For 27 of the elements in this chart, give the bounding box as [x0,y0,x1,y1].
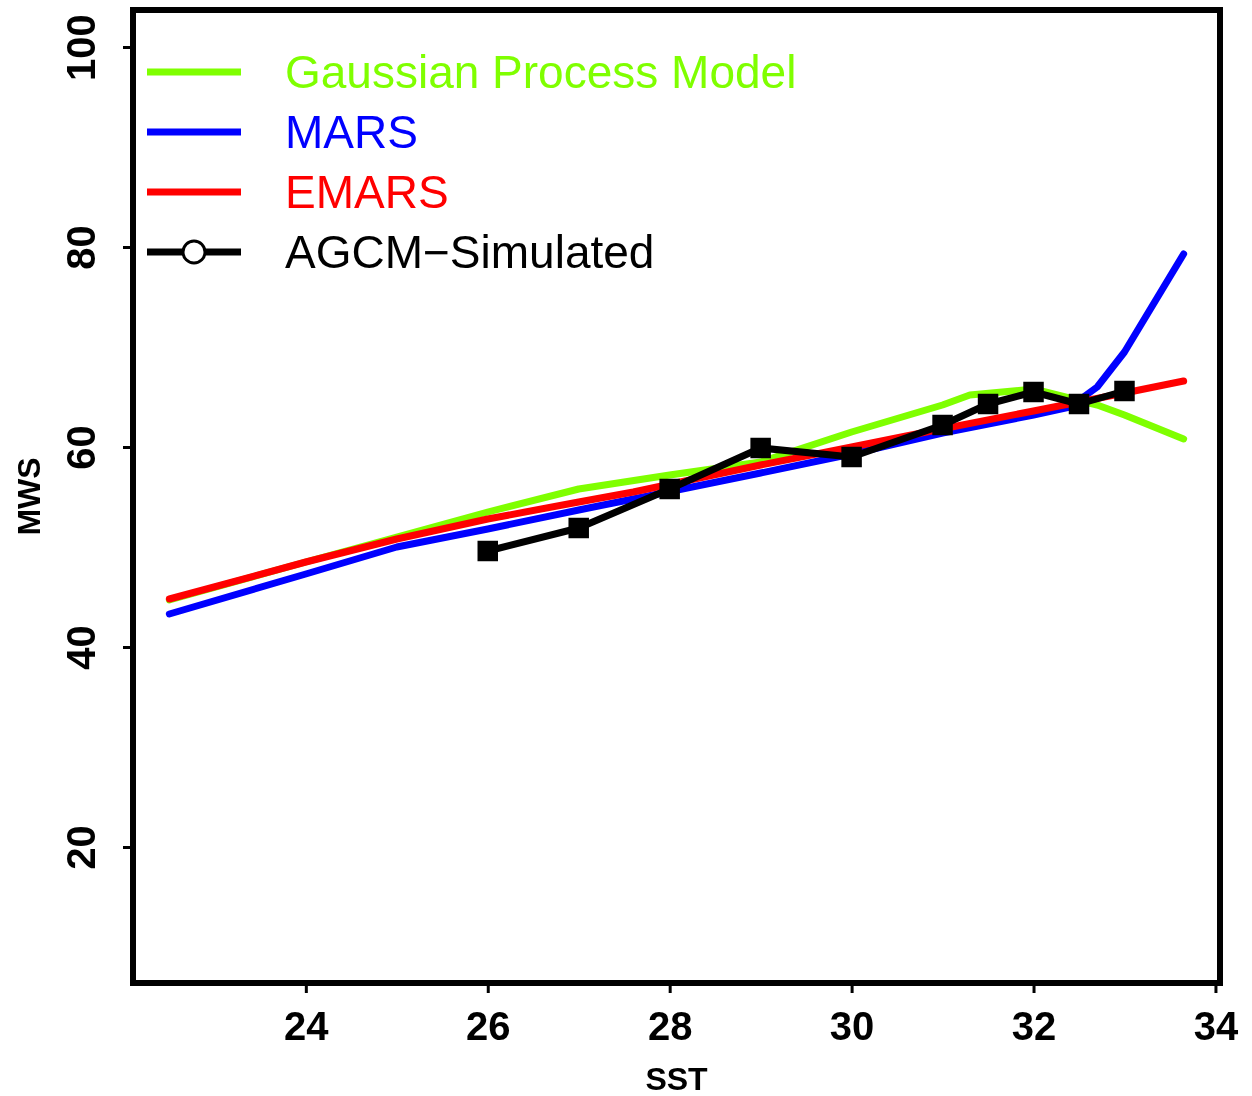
point [932,414,953,436]
point [841,446,862,468]
x-tick-label: 28 [647,1004,693,1048]
legend-label: MARS [285,106,418,158]
point [477,540,498,562]
y-tick-label: 100 [59,14,103,81]
y-tick-label: 40 [59,625,103,670]
point [1023,381,1044,403]
y-tick-label: 20 [59,825,103,870]
point [750,437,771,459]
y-tick-label: 80 [59,225,103,270]
x-tick-label: 26 [466,1004,511,1048]
y-axis-title: MWS [11,457,47,536]
x-tick-label: 30 [829,1004,875,1048]
x-tick-label: 34 [1193,1004,1239,1048]
x-tick-label: 32 [1011,1004,1057,1048]
point [1068,393,1090,415]
legend-label: EMARS [285,166,449,218]
legend-label: Gaussian Process Model [285,46,797,98]
point [659,478,680,500]
y-tick-label: 60 [59,425,103,470]
point [1114,380,1135,402]
point [568,517,589,539]
legend-label: AGCM−Simulated [285,226,655,278]
point [977,393,999,415]
x-tick-label: 24 [284,1004,330,1048]
x-axis-title: SST [645,1061,709,1096]
